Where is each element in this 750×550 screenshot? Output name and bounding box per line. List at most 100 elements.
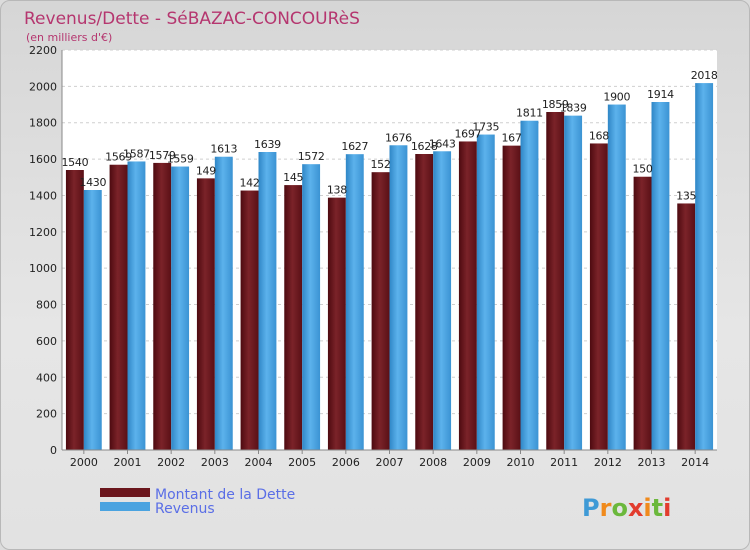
value-label-dette: 150 bbox=[632, 163, 652, 176]
value-label-revenus: 1613 bbox=[210, 143, 237, 156]
bar-revenus bbox=[83, 190, 102, 450]
y-tick-label: 400 bbox=[36, 371, 57, 384]
value-label-revenus: 1430 bbox=[79, 176, 106, 189]
x-axis-ticks: 2000 2001 2002 2003 2004 2005 2006 2007 2008 2009… bbox=[70, 450, 709, 469]
x-tick-label: 2000 bbox=[70, 456, 98, 469]
value-label-revenus: 1627 bbox=[341, 140, 368, 153]
y-tick-label: 1400 bbox=[29, 189, 57, 202]
value-label-dette: 1628 bbox=[411, 140, 438, 153]
value-label-dette: 142 bbox=[239, 177, 259, 190]
x-tick-label: 2004 bbox=[245, 456, 273, 469]
y-tick-label: 1200 bbox=[29, 226, 57, 239]
y-tick-label: 1800 bbox=[29, 117, 57, 130]
chart-title: Revenus/Dette - SéBAZAC-CONCOURèS bbox=[24, 9, 360, 29]
bar-revenus bbox=[433, 151, 452, 451]
y-tick-label: 200 bbox=[36, 408, 57, 421]
value-label-revenus: 1559 bbox=[167, 153, 194, 166]
legend-label-revenus: Revenus bbox=[155, 501, 215, 517]
value-label-dette: 1697 bbox=[454, 127, 481, 140]
y-axis-ticks: 0 200 400 600 800 1000 1200 1400 1600 1800 2000 220… bbox=[29, 44, 57, 457]
value-label-revenus: 1676 bbox=[385, 131, 412, 144]
bar-dette bbox=[458, 141, 477, 451]
x-tick-label: 2007 bbox=[376, 456, 404, 469]
bar-dette bbox=[415, 154, 434, 450]
value-label-revenus: 1811 bbox=[516, 107, 543, 120]
bar-dette bbox=[65, 170, 84, 450]
x-tick-label: 2011 bbox=[550, 456, 578, 469]
x-tick-label: 2001 bbox=[114, 456, 142, 469]
value-label-revenus: 1839 bbox=[560, 102, 587, 115]
bar-revenus bbox=[258, 152, 277, 450]
value-label-dette: 167 bbox=[501, 132, 521, 145]
y-tick-label: 1600 bbox=[29, 153, 57, 166]
bar-dette bbox=[196, 178, 215, 450]
value-label-revenus: 1643 bbox=[429, 137, 456, 150]
bar-dette bbox=[502, 145, 521, 451]
value-label-dette: 168 bbox=[589, 129, 609, 142]
y-tick-label: 600 bbox=[36, 335, 57, 348]
bar-revenus bbox=[476, 134, 495, 450]
x-tick-label: 2010 bbox=[507, 456, 535, 469]
bar-revenus bbox=[564, 115, 583, 451]
x-tick-label: 2003 bbox=[201, 456, 229, 469]
value-label-dette: 149 bbox=[196, 164, 216, 177]
bar-revenus bbox=[171, 166, 190, 450]
value-label-dette: 1859 bbox=[542, 98, 569, 111]
x-tick-label: 2009 bbox=[463, 456, 491, 469]
legend-swatch-revenus bbox=[100, 502, 150, 511]
value-label-dette: 145 bbox=[283, 171, 303, 184]
bar-dette bbox=[677, 203, 696, 450]
value-label-revenus: 1900 bbox=[603, 91, 630, 104]
value-label-dette: 135 bbox=[676, 189, 696, 202]
y-tick-label: 1000 bbox=[29, 262, 57, 275]
x-tick-label: 2013 bbox=[638, 456, 666, 469]
bar-dette bbox=[633, 176, 652, 450]
x-tick-label: 2014 bbox=[681, 456, 709, 469]
x-tick-label: 2005 bbox=[288, 456, 316, 469]
bar-dette bbox=[589, 143, 608, 451]
x-tick-label: 2012 bbox=[594, 456, 622, 469]
bar-revenus bbox=[607, 104, 626, 450]
bar-revenus bbox=[302, 164, 321, 450]
bar-revenus bbox=[651, 102, 670, 450]
value-label-dette: 1569 bbox=[105, 151, 132, 164]
y-tick-label: 0 bbox=[50, 444, 57, 457]
x-tick-label: 2006 bbox=[332, 456, 360, 469]
x-tick-label: 2008 bbox=[419, 456, 447, 469]
bar-dette bbox=[153, 162, 172, 450]
bar-revenus bbox=[389, 145, 408, 451]
legend-label-dette: Montant de la Dette bbox=[155, 487, 295, 503]
bar-revenus bbox=[214, 156, 233, 450]
bar-revenus bbox=[520, 120, 539, 451]
value-label-revenus: 1572 bbox=[298, 150, 325, 163]
bar-revenus bbox=[345, 154, 364, 450]
y-tick-label: 2000 bbox=[29, 80, 57, 93]
y-tick-label: 2200 bbox=[29, 44, 57, 57]
bar-dette bbox=[546, 112, 565, 450]
bar-revenus bbox=[127, 161, 146, 451]
x-tick-label: 2002 bbox=[157, 456, 185, 469]
value-label-revenus: 1735 bbox=[472, 121, 499, 134]
bar-dette bbox=[240, 190, 259, 450]
value-label-revenus: 1914 bbox=[647, 88, 674, 101]
value-label-dette: 1579 bbox=[149, 149, 176, 162]
value-label-dette: 152 bbox=[370, 158, 390, 171]
legend: Montant de la Dette Revenus bbox=[100, 487, 295, 517]
value-label-dette: 1540 bbox=[61, 156, 88, 169]
value-label-revenus: 1587 bbox=[123, 147, 150, 160]
value-label-revenus: 2018 bbox=[691, 69, 718, 82]
bar-dette bbox=[327, 197, 346, 450]
bars bbox=[65, 83, 714, 451]
bar-dette bbox=[371, 172, 390, 450]
proxiti-logo: Proxiti bbox=[582, 494, 671, 522]
bar-dette bbox=[284, 185, 303, 450]
legend-swatch-dette bbox=[100, 488, 150, 497]
value-label-revenus: 1639 bbox=[254, 138, 281, 151]
y-tick-label: 800 bbox=[36, 299, 57, 312]
bar-revenus bbox=[695, 83, 714, 450]
chart-subtitle: (en milliers d'€) bbox=[26, 31, 112, 44]
bar-dette bbox=[109, 164, 128, 450]
value-label-dette: 138 bbox=[327, 184, 347, 197]
